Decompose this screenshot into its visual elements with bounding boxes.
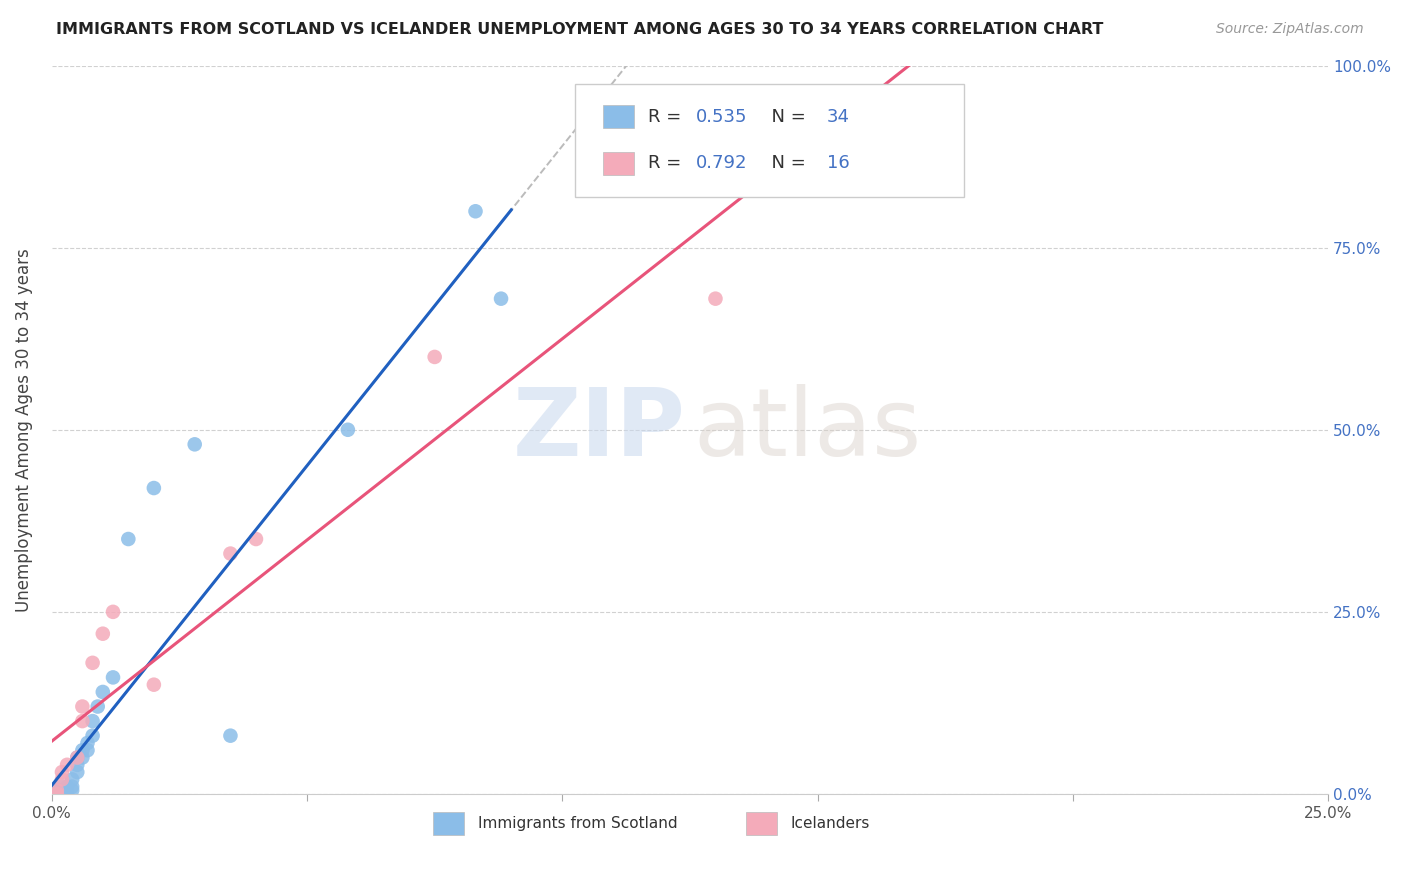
Point — [219, 547, 242, 561]
Point — [101, 670, 124, 684]
Point — [489, 292, 512, 306]
Point — [142, 481, 165, 495]
Point — [76, 736, 98, 750]
Point — [117, 532, 139, 546]
Point — [51, 780, 73, 794]
Point — [66, 757, 89, 772]
Text: 0.535: 0.535 — [696, 108, 748, 126]
Point — [66, 765, 89, 780]
Text: Source: ZipAtlas.com: Source: ZipAtlas.com — [1216, 22, 1364, 37]
Text: Icelanders: Icelanders — [790, 816, 870, 831]
FancyBboxPatch shape — [603, 105, 634, 128]
Text: N =: N = — [761, 108, 811, 126]
Point — [45, 787, 67, 801]
Point — [82, 714, 104, 728]
Text: R =: R = — [648, 108, 686, 126]
Point — [45, 787, 67, 801]
Point — [86, 699, 108, 714]
FancyBboxPatch shape — [747, 813, 776, 835]
Point — [72, 699, 94, 714]
Point — [56, 783, 79, 797]
Point — [66, 750, 89, 764]
Point — [101, 605, 124, 619]
Point — [51, 772, 73, 787]
Text: 16: 16 — [827, 154, 849, 172]
Text: IMMIGRANTS FROM SCOTLAND VS ICELANDER UNEMPLOYMENT AMONG AGES 30 TO 34 YEARS COR: IMMIGRANTS FROM SCOTLAND VS ICELANDER UN… — [56, 22, 1104, 37]
Point — [82, 656, 104, 670]
Point — [704, 292, 727, 306]
Point — [56, 780, 79, 794]
Point — [82, 729, 104, 743]
Text: R =: R = — [648, 154, 686, 172]
Point — [72, 714, 94, 728]
Point — [423, 350, 446, 364]
Point — [51, 787, 73, 801]
Point — [60, 783, 83, 797]
Point — [91, 626, 114, 640]
Y-axis label: Unemployment Among Ages 30 to 34 years: Unemployment Among Ages 30 to 34 years — [15, 248, 32, 612]
Point — [76, 743, 98, 757]
Point — [66, 750, 89, 764]
Point — [60, 772, 83, 787]
FancyBboxPatch shape — [433, 813, 464, 835]
Point — [45, 783, 67, 797]
Point — [45, 787, 67, 801]
Point — [91, 685, 114, 699]
Text: atlas: atlas — [693, 384, 922, 475]
Point — [45, 783, 67, 797]
Point — [51, 783, 73, 797]
Point — [45, 787, 67, 801]
Point — [72, 750, 94, 764]
Point — [219, 729, 242, 743]
Text: 0.792: 0.792 — [696, 154, 748, 172]
Point — [60, 780, 83, 794]
Text: 34: 34 — [827, 108, 849, 126]
Point — [245, 532, 267, 546]
Point — [51, 765, 73, 780]
Text: Immigrants from Scotland: Immigrants from Scotland — [478, 816, 678, 831]
Point — [72, 743, 94, 757]
Point — [45, 787, 67, 801]
FancyBboxPatch shape — [575, 84, 965, 197]
Point — [142, 678, 165, 692]
Point — [56, 757, 79, 772]
Point — [56, 787, 79, 801]
Point — [183, 437, 205, 451]
Point — [336, 423, 359, 437]
Point — [51, 787, 73, 801]
FancyBboxPatch shape — [603, 152, 634, 175]
Text: ZIP: ZIP — [513, 384, 686, 475]
Point — [464, 204, 486, 219]
Text: N =: N = — [761, 154, 811, 172]
